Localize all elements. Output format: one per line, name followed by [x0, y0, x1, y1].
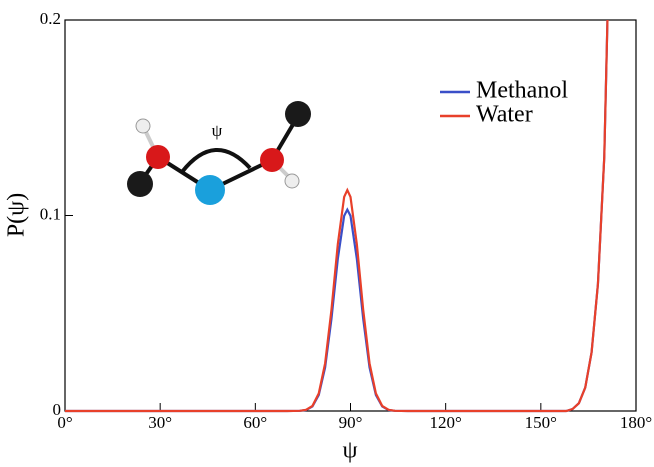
- x-tick-label: 150°: [525, 413, 557, 432]
- legend-label: Water: [476, 102, 533, 128]
- x-tick-label: 120°: [430, 413, 462, 432]
- legend-label: Methanol: [476, 78, 568, 104]
- molecule-inset: [127, 101, 311, 205]
- x-tick-label: 60°: [243, 413, 267, 432]
- chart: ψ P(ψ) ψ 0°30°60°90°120°150°180°00.10.2M…: [0, 0, 654, 467]
- y-tick-label: 0.1: [40, 204, 61, 223]
- y-tick-label: 0: [53, 400, 62, 419]
- x-tick-label: 180°: [620, 413, 652, 432]
- y-axis-label: P(ψ): [4, 193, 30, 237]
- x-tick-label: 90°: [339, 413, 363, 432]
- x-tick-label: 30°: [148, 413, 172, 432]
- inset-label: ψ: [212, 121, 223, 140]
- y-tick-label: 0.2: [40, 9, 61, 28]
- x-axis-label: ψ: [342, 438, 357, 464]
